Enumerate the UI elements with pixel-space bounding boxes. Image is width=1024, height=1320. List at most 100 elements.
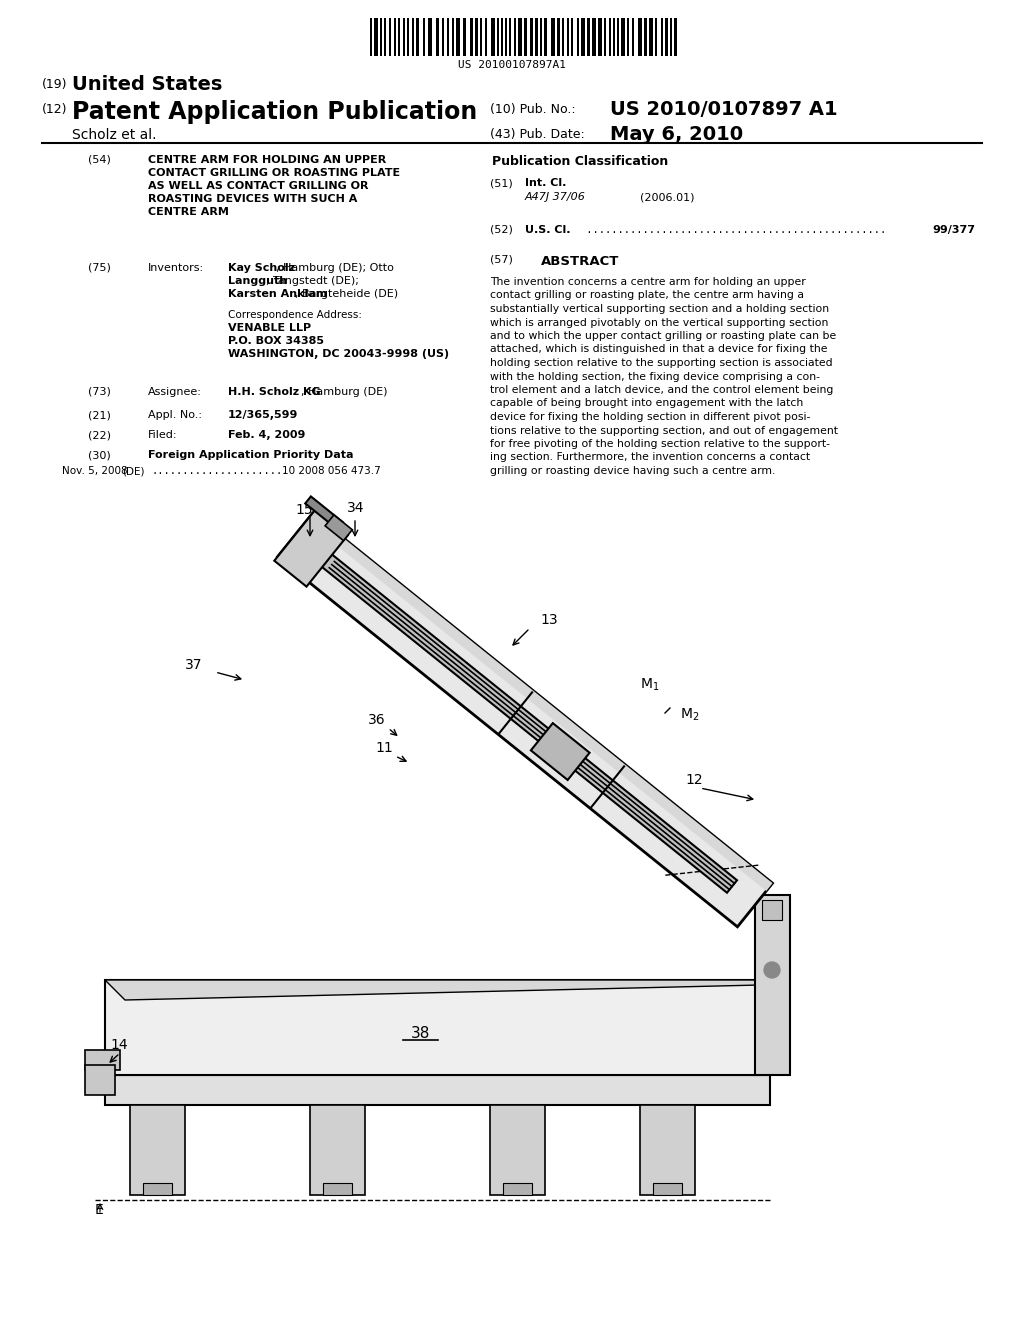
Bar — [535, 18, 538, 55]
Text: 99/377: 99/377 — [932, 224, 975, 235]
Text: ing section. Furthermore, the invention concerns a contact: ing section. Furthermore, the invention … — [490, 453, 810, 462]
Text: (54): (54) — [88, 154, 111, 165]
Polygon shape — [640, 1105, 695, 1195]
Text: ABSTRACT: ABSTRACT — [541, 255, 620, 268]
Bar — [436, 18, 439, 55]
Bar — [665, 18, 668, 55]
Text: (52): (52) — [490, 224, 513, 235]
Text: grilling or roasting device having such a centre arm.: grilling or roasting device having such … — [490, 466, 775, 477]
Text: (10) Pub. No.:: (10) Pub. No.: — [490, 103, 575, 116]
Polygon shape — [310, 1105, 365, 1195]
Text: Inventors:: Inventors: — [148, 263, 204, 273]
Bar — [502, 18, 504, 55]
Bar — [480, 18, 482, 55]
Polygon shape — [274, 510, 348, 586]
Text: ROASTING DEVICES WITH SUCH A: ROASTING DEVICES WITH SUCH A — [148, 194, 357, 205]
Text: Scholz et al.: Scholz et al. — [72, 128, 157, 143]
Text: Langguth: Langguth — [228, 276, 287, 286]
Text: device for fixing the holding section in different pivot posi-: device for fixing the holding section in… — [490, 412, 810, 422]
Bar — [416, 18, 419, 55]
Polygon shape — [325, 515, 352, 541]
Circle shape — [764, 962, 780, 978]
Text: (12): (12) — [42, 103, 68, 116]
Text: Patent Application Publication: Patent Application Publication — [72, 100, 477, 124]
Text: Nov. 5, 2008: Nov. 5, 2008 — [62, 466, 128, 477]
Text: which is arranged pivotably on the vertical supporting section: which is arranged pivotably on the verti… — [490, 318, 828, 327]
Text: trol element and a latch device, and the control element being: trol element and a latch device, and the… — [490, 385, 834, 395]
Text: , Hamburg (DE); Otto: , Hamburg (DE); Otto — [276, 263, 394, 273]
Polygon shape — [306, 513, 772, 891]
Text: E: E — [95, 1203, 103, 1217]
Bar — [463, 18, 466, 55]
Text: Karsten Anklam: Karsten Anklam — [228, 289, 328, 300]
Bar — [403, 18, 406, 55]
Bar — [518, 18, 522, 55]
Bar — [447, 18, 450, 55]
Text: Kay Scholz: Kay Scholz — [228, 263, 295, 273]
Bar — [551, 18, 555, 55]
Bar — [592, 18, 596, 55]
Bar — [384, 18, 386, 55]
Text: contact grilling or roasting plate, the centre arm having a: contact grilling or roasting plate, the … — [490, 290, 804, 301]
Polygon shape — [530, 723, 590, 780]
Bar — [374, 18, 378, 55]
Text: Publication Classification: Publication Classification — [492, 154, 668, 168]
Text: tions relative to the supporting section, and out of engagement: tions relative to the supporting section… — [490, 425, 838, 436]
Text: holding section relative to the supporting section is associated: holding section relative to the supporti… — [490, 358, 833, 368]
Bar — [566, 18, 568, 55]
Bar — [660, 18, 663, 55]
Polygon shape — [105, 1074, 770, 1105]
Bar — [621, 18, 625, 55]
Text: U.S. Cl.: U.S. Cl. — [525, 224, 570, 235]
Bar — [598, 18, 602, 55]
Bar — [557, 18, 559, 55]
Polygon shape — [755, 895, 790, 1074]
Text: H.H. Scholz KG: H.H. Scholz KG — [228, 387, 321, 397]
Text: Correspondence Address:: Correspondence Address: — [228, 310, 362, 319]
Bar — [514, 18, 516, 55]
Text: 38: 38 — [411, 1026, 430, 1040]
Text: A47J 37/06: A47J 37/06 — [525, 191, 586, 202]
Bar — [570, 18, 572, 55]
Polygon shape — [490, 1105, 545, 1195]
Polygon shape — [85, 1049, 120, 1071]
Polygon shape — [105, 979, 760, 1074]
Text: 13: 13 — [540, 612, 558, 627]
Bar — [581, 18, 585, 55]
Text: ................................................: ........................................… — [580, 224, 893, 235]
Text: and to which the upper contact grilling or roasting plate can be: and to which the upper contact grilling … — [490, 331, 837, 341]
Bar — [627, 18, 629, 55]
Bar — [524, 18, 526, 55]
Polygon shape — [85, 1065, 115, 1096]
Text: May 6, 2010: May 6, 2010 — [610, 125, 743, 144]
Text: (51): (51) — [490, 178, 513, 187]
Bar — [457, 18, 461, 55]
Bar — [380, 18, 382, 55]
Bar — [408, 18, 410, 55]
Bar — [561, 18, 563, 55]
Bar — [492, 18, 496, 55]
Bar — [638, 18, 642, 55]
Text: , Bargteheide (DE): , Bargteheide (DE) — [295, 289, 398, 300]
Bar — [412, 18, 414, 55]
Bar — [370, 18, 372, 55]
Text: CONTACT GRILLING OR ROASTING PLATE: CONTACT GRILLING OR ROASTING PLATE — [148, 168, 400, 178]
Text: P.O. BOX 34385: P.O. BOX 34385 — [228, 337, 324, 346]
Polygon shape — [305, 496, 343, 529]
Text: WASHINGTON, DC 20043-9998 (US): WASHINGTON, DC 20043-9998 (US) — [228, 348, 450, 359]
Bar — [577, 18, 579, 55]
Bar — [485, 18, 487, 55]
Text: Filed:: Filed: — [148, 430, 177, 440]
Text: (30): (30) — [88, 450, 111, 459]
Text: 10 2008 056 473.7: 10 2008 056 473.7 — [282, 466, 381, 477]
Text: 37: 37 — [185, 657, 203, 672]
Polygon shape — [278, 513, 772, 927]
Text: Feb. 4, 2009: Feb. 4, 2009 — [228, 430, 305, 440]
Text: 14: 14 — [110, 1038, 128, 1052]
Text: substantially vertical supporting section and a holding section: substantially vertical supporting sectio… — [490, 304, 829, 314]
Bar — [649, 18, 653, 55]
Bar — [644, 18, 647, 55]
Text: Int. Cl.: Int. Cl. — [525, 178, 566, 187]
Text: CENTRE ARM: CENTRE ARM — [148, 207, 229, 216]
Bar — [453, 18, 455, 55]
